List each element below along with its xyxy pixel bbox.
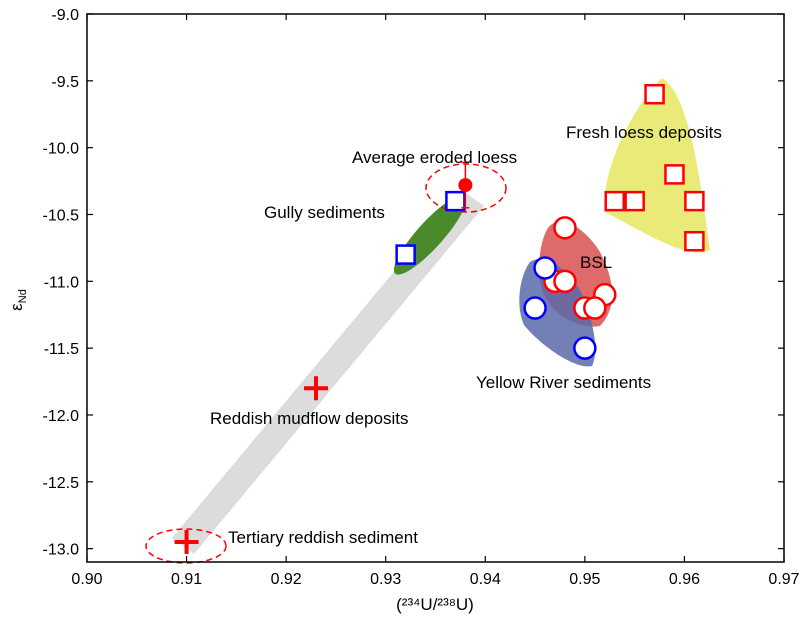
y-tick-label: -10.0 — [43, 141, 80, 158]
series-label: Tertiary reddish sediment — [228, 528, 418, 547]
y-axis-label: εNd — [7, 289, 29, 311]
x-tick-label: 0.91 — [171, 571, 202, 588]
square-marker — [644, 83, 665, 105]
x-tick-label: 0.97 — [768, 571, 799, 588]
circle-marker — [553, 216, 577, 240]
x-tick-label: 0.92 — [271, 571, 302, 588]
y-tick-label: -9.0 — [51, 7, 79, 24]
circle-marker — [523, 296, 547, 320]
series-label: Gully sediments — [264, 203, 385, 222]
y-tick-label: -11.0 — [44, 274, 79, 291]
y-tick-label: -12.0 — [43, 408, 80, 425]
y-tick-label: -9.5 — [51, 74, 79, 91]
tertiary-ellipse — [145, 528, 227, 564]
yellow-river-envelope — [519, 259, 596, 367]
series-label: Reddish mudflow deposits — [210, 409, 408, 428]
circle-marker — [573, 336, 597, 360]
plus-marker — [174, 529, 199, 554]
series-label: Fresh loess deposits — [566, 123, 722, 142]
y-tick-label: -11.5 — [44, 341, 79, 358]
square-marker — [395, 244, 416, 265]
series-label: Average eroded loess — [352, 148, 517, 167]
y-axis-subscript: Nd — [17, 289, 29, 303]
circle-marker — [533, 256, 557, 280]
plus-marker — [304, 376, 329, 401]
y-tick-label: -13.0 — [43, 542, 80, 559]
square-marker — [604, 190, 625, 212]
x-tick-label: 0.94 — [470, 571, 501, 588]
x-axis-label: (²³⁴U/²³⁸U) — [396, 595, 474, 614]
x-tick-label: 0.95 — [569, 571, 600, 588]
dot-marker — [458, 178, 473, 193]
square-marker — [445, 190, 466, 212]
square-marker — [624, 190, 645, 212]
circle-marker — [553, 269, 577, 294]
x-tick-label: 0.90 — [71, 571, 102, 588]
x-tick-label: 0.96 — [669, 571, 700, 588]
square-marker — [664, 164, 685, 185]
y-tick-label: -10.5 — [43, 207, 80, 224]
x-tick-label: 0.93 — [370, 571, 401, 588]
series-label: Yellow River sediments — [476, 373, 651, 392]
square-marker — [684, 190, 705, 212]
trend-band — [172, 190, 484, 554]
circle-marker — [583, 296, 607, 320]
y-tick-label: -12.5 — [43, 475, 80, 492]
square-marker — [684, 230, 705, 252]
y-axis-symbol: ε — [7, 303, 26, 311]
plot-frame — [86, 13, 785, 563]
series-label: BSL — [580, 253, 612, 272]
